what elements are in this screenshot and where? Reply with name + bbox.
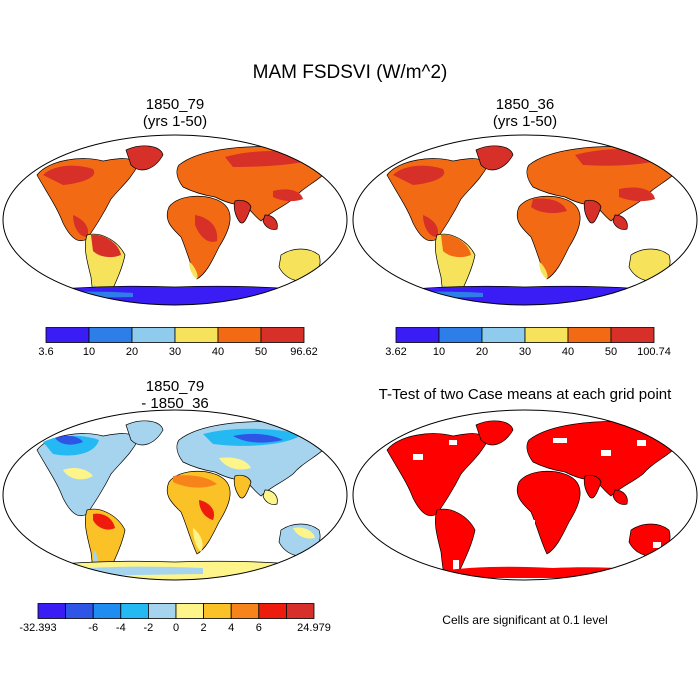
colorbar-box	[37, 603, 67, 619]
panel-difference-map	[2, 409, 348, 581]
colorbar-tick-label: 96.62	[290, 346, 318, 358]
panel-case1-title-line2: (yrs 1-50)	[142, 113, 208, 130]
colorbar-tick-label: 20	[125, 346, 139, 358]
colorbar-tick-label: 30	[518, 346, 532, 358]
colorbar-box	[438, 327, 483, 343]
panel-case1-title: 1850_79 (yrs 1-50)	[3, 96, 347, 130]
colorbar-tick-label: 40	[211, 346, 225, 358]
colorbar-tick-label: 30	[168, 346, 182, 358]
colorbar-tick-label: 3.6	[38, 346, 54, 358]
panel-difference-title-line1: 1850_79	[145, 378, 205, 395]
colorbar-tick-label: 40	[561, 346, 575, 358]
panel-case2-map	[352, 134, 698, 306]
panel-ttest-map	[352, 409, 698, 581]
colorbar-box	[610, 327, 655, 343]
panel-difference-colorbar-labels: -32.393 -6 -4 -2 0 2 4 6 24.979	[19, 622, 330, 636]
panel-case2-title-line1: 1850_36	[495, 96, 555, 113]
colorbar-box	[217, 327, 262, 343]
colorbar-tick-label: -6	[88, 622, 99, 634]
panel-difference-title-line2: - 1850_36	[141, 395, 209, 412]
colorbar-tick-label: 4	[228, 622, 235, 634]
colorbar-box	[260, 327, 305, 343]
panel-case2-colorbar	[395, 327, 655, 343]
colorbar-tick-label: 20	[475, 346, 489, 358]
colorbar-tick-label: -2	[143, 622, 154, 634]
colorbar-box	[131, 327, 176, 343]
colorbar-tick-label: 2	[200, 622, 207, 634]
colorbar-box	[175, 603, 205, 619]
colorbar-tick-label: 10	[432, 346, 446, 358]
panel-case2-colorbar-labels: 3.62 10 20 30 40 50 100.74	[385, 346, 671, 360]
panel-ttest-note: Cells are significant at 0.1 level	[442, 613, 608, 627]
colorbar-tick-label: -32.393	[19, 622, 57, 634]
panel-case2-title-line2: (yrs 1-50)	[492, 113, 558, 130]
colorbar-box	[567, 327, 612, 343]
colorbar-box	[92, 603, 122, 619]
colorbar-tick-label: 10	[82, 346, 96, 358]
colorbar-box	[148, 603, 177, 619]
colorbar-box	[395, 327, 440, 343]
colorbar-tick-label: 50	[254, 346, 268, 358]
colorbar-box	[258, 603, 287, 619]
panel-difference-title: 1850_79 - 1850_36	[3, 378, 347, 412]
colorbar-tick-label: -4	[115, 622, 126, 634]
colorbar-tick-label: 50	[604, 346, 618, 358]
panel-case1-map	[2, 134, 348, 306]
colorbar-box	[65, 603, 94, 619]
panel-difference-colorbar	[37, 603, 315, 619]
colorbar-tick-label: 0	[172, 622, 180, 634]
panel-case1-title-line1: 1850_79	[145, 96, 205, 113]
colorbar-tick-label: 100.74	[637, 346, 671, 358]
colorbar-box	[481, 327, 526, 343]
colorbar-box	[203, 603, 232, 619]
colorbar-box	[45, 327, 90, 343]
panel-case2-title: 1850_36 (yrs 1-50)	[353, 96, 697, 130]
panel-case1-colorbar	[45, 327, 305, 343]
colorbar-tick-label: 24.979	[297, 622, 331, 634]
colorbar-box	[524, 327, 569, 343]
colorbar-box	[88, 327, 133, 343]
colorbar-box	[120, 603, 149, 619]
figure-title: MAM FSDSVI (W/m^2)	[252, 62, 448, 83]
colorbar-box	[285, 603, 315, 619]
colorbar-box	[230, 603, 260, 619]
panel-case1-colorbar-labels: 3.6 10 20 30 40 50 96.62	[38, 346, 317, 360]
colorbar-tick-label: 3.62	[385, 346, 407, 358]
colorbar-tick-label: 6	[255, 622, 262, 634]
colorbar-box	[174, 327, 219, 343]
panel-ttest-title: T-Test of two Case means at each grid po…	[378, 386, 672, 403]
